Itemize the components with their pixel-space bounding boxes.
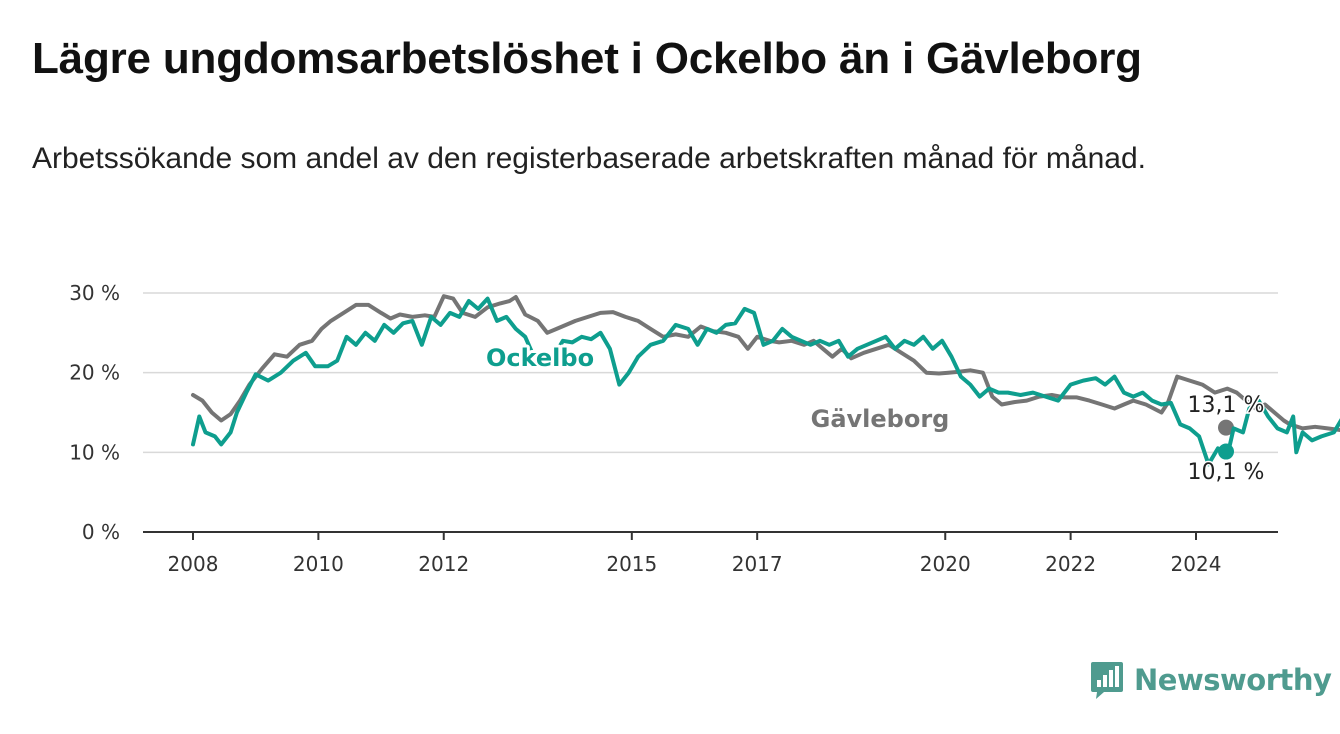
series-labels: Gävleborg Ockelbo 13,1 % 10,1 % [483, 341, 1266, 487]
end-point-ockelbo [1218, 443, 1234, 460]
x-tick-label: 2020 [920, 552, 971, 576]
y-axis-ticks: 30 % 20 % 10 % 0 % [69, 281, 120, 544]
x-tick-label: 2022 [1045, 552, 1096, 576]
series-line-gavleborg [191, 294, 1340, 432]
y-tick-label: 30 % [69, 281, 120, 305]
y-tick-label: 20 % [69, 361, 120, 385]
chart-title: Lägre ungdomsarbetslöshet i Ockelbo än i… [32, 34, 1142, 83]
end-value-label-ockelbo: 10,1 % [1188, 460, 1265, 485]
y-tick-label: 0 % [82, 520, 120, 544]
x-tick-label: 2008 [168, 552, 219, 576]
newsworthy-logo-icon [1091, 662, 1123, 699]
x-tick-label: 2017 [732, 552, 783, 576]
series-label-ockelbo: Ockelbo [486, 344, 594, 372]
series-line-ockelbo [191, 296, 1340, 467]
x-axis-ticks: 2008 2010 2012 2015 2017 2020 2022 2024 [168, 532, 1222, 576]
end-value-label-gavleborg: 13,1 % [1188, 393, 1265, 418]
end-point-gavleborg [1218, 419, 1234, 436]
x-tick-label: 2012 [418, 552, 469, 576]
x-tick-label: 2015 [606, 552, 657, 576]
newsworthy-logo: Newsworthy [1090, 660, 1332, 700]
y-tick-label: 10 % [69, 440, 120, 464]
series-lines [191, 294, 1340, 467]
chart-subtitle: Arbetssökande som andel av den registerb… [32, 142, 1146, 175]
x-tick-label: 2010 [293, 552, 344, 576]
grid-lines [143, 292, 1278, 533]
brand-name: Newsworthy [1134, 663, 1332, 697]
x-tick-label: 2024 [1171, 552, 1222, 576]
series-label-gavleborg: Gävleborg [811, 405, 950, 433]
